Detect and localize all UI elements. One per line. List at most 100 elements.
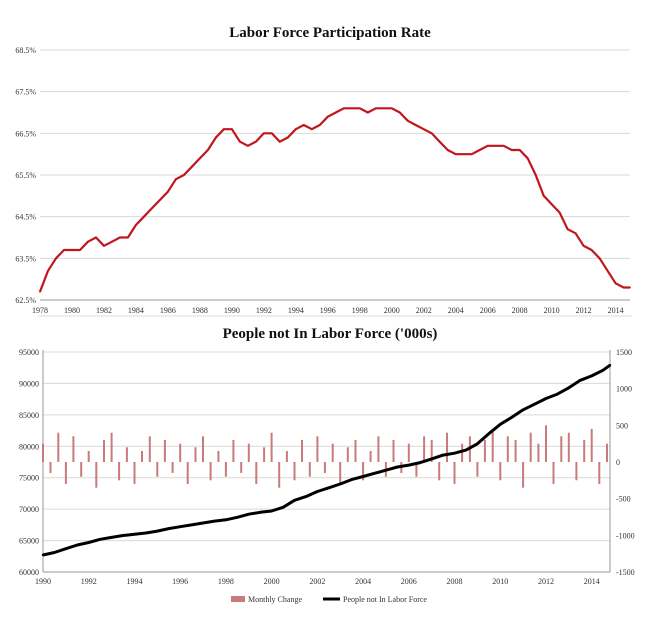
- monthly-change-bar: [583, 440, 586, 462]
- participation-x-tick-label: 2012: [576, 306, 592, 315]
- monthly-change-bar: [415, 462, 418, 477]
- monthly-change-bar: [392, 440, 395, 462]
- people-not-in-lf-point: [304, 495, 308, 498]
- not-in-lf-left-tick-label: 70000: [19, 505, 39, 514]
- not-in-lf-right-tick-label: 1500: [616, 348, 632, 357]
- participation-rate-point: [103, 244, 105, 247]
- participation-rate-point: [310, 128, 313, 131]
- participation-x-tick-label: 1998: [352, 306, 368, 315]
- monthly-change-bar: [293, 462, 296, 481]
- monthly-change-bar: [156, 462, 159, 477]
- people-not-in-lf-point: [76, 543, 79, 547]
- participation-rate-point: [270, 132, 273, 135]
- monthly-change-bar: [118, 462, 121, 481]
- participation-rate-point: [558, 211, 561, 214]
- people-not-in-lf-point: [430, 457, 433, 461]
- people-not-in-lf-point: [396, 465, 399, 469]
- participation-rate-point: [247, 144, 249, 147]
- participation-rate-point: [63, 249, 65, 251]
- not-in-lf-right-tick-label: 500: [616, 421, 628, 430]
- monthly-change-bar: [186, 462, 189, 484]
- participation-rate-point: [302, 124, 305, 126]
- people-not-in-lf-point: [521, 408, 525, 411]
- not-in-lf-left-tick-label: 85000: [19, 411, 39, 420]
- participation-rate-point: [294, 128, 297, 131]
- monthly-change-bars: [42, 425, 608, 488]
- participation-rate-point: [550, 203, 553, 206]
- monthly-change-bar: [263, 447, 266, 462]
- participation-x-tick-label: 1982: [96, 306, 112, 315]
- monthly-change-bar: [87, 451, 90, 462]
- not-in-lf-x-tick-label: 1990: [35, 577, 51, 586]
- participation-x-tick-label: 2006: [480, 306, 496, 315]
- not-in-lf-x-tick-labels: 1990 1992 1994 1996 1998 2000 2002 2004 2006 2008…: [35, 577, 600, 586]
- people-not-in-lf-point: [201, 521, 205, 525]
- participation-rate-point: [366, 111, 369, 114]
- participation-y-tick-label: 65.5%: [15, 171, 36, 180]
- monthly-change-bar: [362, 462, 365, 481]
- people-not-in-lf-point: [441, 453, 445, 457]
- participation-rate-point: [406, 119, 409, 122]
- monthly-change-bar: [308, 462, 311, 477]
- participation-rate-point: [446, 149, 449, 151]
- people-not-in-lf-point: [590, 374, 593, 378]
- not-in-lf-left-tick-labels: 60000 65000 70000 75000 80000 85000 90000 95000: [19, 348, 39, 577]
- participation-x-tick-label: 2002: [416, 306, 432, 315]
- participation-rate-point: [231, 128, 233, 131]
- participation-rate-point: [326, 115, 329, 118]
- people-not-in-lf-point: [110, 536, 113, 539]
- people-not-in-lf-point: [144, 531, 148, 535]
- monthly-change-bar: [453, 462, 456, 484]
- monthly-change-bar: [103, 440, 105, 462]
- participation-rate-point: [566, 228, 569, 231]
- participation-rate-point: [127, 236, 129, 239]
- monthly-change-bar: [323, 462, 326, 473]
- people-not-in-lf-point: [544, 397, 548, 400]
- monthly-change-bar: [346, 447, 349, 462]
- participation-rate-point: [55, 257, 57, 260]
- participation-rate-point: [239, 140, 241, 143]
- not-in-lf-right-tick-labels: -1500 -1000 -500 0 500 1000 1500: [616, 348, 635, 577]
- monthly-change-bar: [141, 451, 143, 462]
- monthly-change-bar: [247, 443, 250, 462]
- participation-rate-point: [590, 249, 593, 251]
- people-not-in-lf-point: [384, 469, 388, 472]
- not-in-lf-x-tick-label: 2014: [584, 577, 600, 586]
- participation-rate-point: [262, 132, 265, 135]
- people-not-in-lf-point: [293, 499, 296, 502]
- participation-x-tick-label: 2008: [512, 306, 528, 315]
- participation-rate-point: [606, 269, 609, 272]
- monthly-change-bar: [163, 440, 166, 462]
- not-in-lf-x-tick-label: 2008: [447, 577, 463, 586]
- participation-rate-point: [622, 286, 625, 289]
- participation-rate-point: [582, 244, 585, 247]
- participation-x-tick-label: 2014: [608, 306, 624, 315]
- monthly-change-bar: [506, 436, 509, 462]
- monthly-change-bar: [606, 443, 608, 462]
- participation-rate-point: [183, 174, 185, 176]
- participation-x-tick-label: 2010: [544, 306, 560, 315]
- people-not-in-lf-point: [213, 519, 216, 523]
- participation-rate-point: [478, 149, 481, 151]
- monthly-change-bar: [125, 447, 128, 462]
- not-in-lf-x-tick-label: 2000: [264, 577, 280, 586]
- participation-rate-point: [207, 149, 209, 151]
- participation-x-tick-label: 1986: [160, 306, 176, 315]
- participation-y-tick-labels: 62.5% 63.5% 64.5% 65.5% 66.5% 67.5% 68.5%: [15, 46, 36, 305]
- participation-rate-point: [47, 269, 49, 272]
- people-not-in-lf-point: [487, 432, 490, 435]
- participation-rate-point: [574, 232, 577, 235]
- monthly-change-bar: [316, 436, 319, 462]
- participation-rate-point: [502, 144, 505, 147]
- participation-rate-point: [318, 124, 321, 126]
- people-not-in-lf-point: [87, 541, 90, 544]
- people-not-in-lf-point: [99, 538, 102, 541]
- participation-rate-point: [542, 194, 545, 197]
- participation-x-tick-labels: 1978 1980 1982 1984 1986 1988 1990 1992 1994 1996…: [32, 306, 624, 315]
- monthly-change-bar: [369, 451, 372, 462]
- participation-rate-point: [278, 140, 281, 143]
- participation-rate-point: [629, 286, 631, 289]
- participation-x-tick-label: 1992: [256, 306, 272, 315]
- participation-series: [38, 107, 631, 293]
- participation-rate-point: [462, 153, 465, 156]
